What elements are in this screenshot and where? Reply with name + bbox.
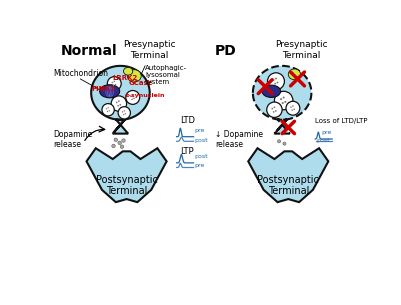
Ellipse shape [119, 104, 121, 106]
Text: Autophagic-
lysosomal
system: Autophagic- lysosomal system [145, 65, 187, 85]
Ellipse shape [282, 102, 284, 104]
Text: ↓ Dopamine
release: ↓ Dopamine release [215, 130, 263, 149]
Ellipse shape [118, 107, 130, 119]
Ellipse shape [274, 91, 293, 110]
Ellipse shape [106, 108, 107, 109]
Ellipse shape [117, 105, 119, 106]
Ellipse shape [111, 96, 127, 111]
Text: LRRK2: LRRK2 [113, 76, 138, 81]
Ellipse shape [294, 109, 295, 110]
Polygon shape [91, 66, 150, 134]
Ellipse shape [267, 73, 284, 90]
Ellipse shape [114, 138, 117, 142]
Ellipse shape [118, 141, 122, 145]
Text: α-synuclein: α-synuclein [125, 93, 166, 99]
Text: Dopamine
release: Dopamine release [53, 130, 93, 149]
Ellipse shape [126, 91, 140, 104]
Ellipse shape [280, 98, 282, 100]
Text: Postsynaptic
Terminal: Postsynaptic Terminal [257, 175, 319, 196]
Ellipse shape [116, 102, 117, 103]
Ellipse shape [131, 99, 133, 100]
Text: Presynaptic
Terminal: Presynaptic Terminal [275, 41, 328, 60]
Ellipse shape [283, 142, 286, 145]
Text: Presynaptic
Terminal: Presynaptic Terminal [124, 41, 176, 60]
Text: Postsynaptic
Terminal: Postsynaptic Terminal [96, 175, 158, 196]
Ellipse shape [115, 84, 116, 85]
Ellipse shape [128, 70, 141, 82]
Ellipse shape [120, 145, 124, 149]
Ellipse shape [133, 98, 135, 99]
Ellipse shape [111, 82, 113, 83]
Text: Mitochondrion: Mitochondrion [53, 69, 108, 78]
Ellipse shape [130, 96, 132, 97]
Text: GCase: GCase [128, 80, 153, 86]
Ellipse shape [286, 101, 300, 115]
Ellipse shape [124, 110, 125, 112]
Text: PD: PD [215, 44, 237, 58]
Ellipse shape [125, 113, 126, 114]
Ellipse shape [288, 69, 301, 80]
Polygon shape [248, 148, 328, 202]
Ellipse shape [107, 77, 121, 91]
Ellipse shape [292, 109, 293, 111]
Ellipse shape [292, 105, 294, 107]
Text: pre: pre [194, 163, 205, 168]
Ellipse shape [113, 85, 114, 86]
Polygon shape [253, 66, 312, 134]
Ellipse shape [118, 100, 120, 102]
Ellipse shape [262, 85, 281, 97]
Ellipse shape [113, 81, 115, 82]
Ellipse shape [273, 79, 275, 81]
Ellipse shape [123, 114, 124, 115]
Ellipse shape [102, 104, 114, 116]
Ellipse shape [284, 101, 286, 103]
Text: pre: pre [194, 128, 205, 133]
Ellipse shape [109, 110, 110, 111]
Ellipse shape [107, 111, 108, 112]
Text: post: post [316, 138, 330, 143]
Ellipse shape [112, 144, 115, 148]
Ellipse shape [273, 106, 275, 108]
Ellipse shape [274, 83, 276, 84]
Ellipse shape [122, 139, 125, 142]
Text: post: post [194, 138, 208, 143]
Ellipse shape [124, 67, 133, 75]
Ellipse shape [107, 107, 109, 109]
Text: LTP: LTP [180, 147, 194, 156]
Ellipse shape [277, 140, 281, 143]
Ellipse shape [277, 82, 278, 84]
Ellipse shape [267, 102, 282, 117]
Ellipse shape [275, 110, 277, 112]
Polygon shape [87, 148, 167, 202]
Text: post: post [194, 154, 208, 159]
Ellipse shape [132, 95, 134, 96]
Ellipse shape [122, 111, 123, 113]
Ellipse shape [290, 106, 292, 108]
Text: pre: pre [321, 130, 332, 135]
Ellipse shape [99, 85, 119, 98]
Ellipse shape [271, 108, 273, 109]
Ellipse shape [275, 77, 277, 80]
Ellipse shape [283, 97, 285, 99]
Text: Loss of LTD/LTP: Loss of LTD/LTP [315, 118, 368, 124]
Text: LTD: LTD [180, 116, 195, 125]
Text: Normal: Normal [61, 44, 117, 58]
Ellipse shape [273, 111, 275, 113]
Text: PINK1: PINK1 [91, 86, 115, 92]
